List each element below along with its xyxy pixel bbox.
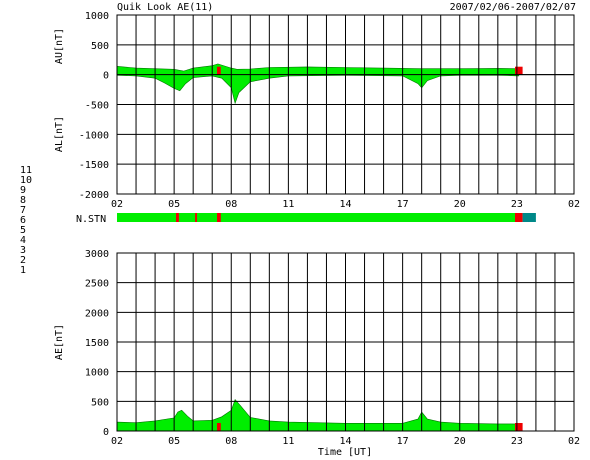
station-legend-10: 10 — [20, 175, 32, 186]
station-count-ok — [117, 213, 519, 222]
station-legend-5: 5 — [20, 225, 26, 236]
ae-x-tick-label: 11 — [282, 436, 294, 447]
ae-y-tick-label: 2500 — [85, 279, 109, 290]
au-al-x-tick-label: 08 — [225, 199, 237, 210]
station-legend-6: 6 — [20, 215, 26, 226]
au-al-x-tick-label: 23 — [511, 199, 523, 210]
ae-x-tick-label: 08 — [225, 436, 237, 447]
chart-title: Quik Look AE(11) — [117, 2, 213, 13]
au-al-x-tick-label: 11 — [282, 199, 294, 210]
station-count-missing-0 — [176, 213, 179, 222]
ae-y-tick-label: 500 — [91, 397, 109, 408]
au-al-x-tick-label: 17 — [397, 199, 409, 210]
date-range: 2007/02/06-2007/02/07 — [450, 2, 576, 13]
ae-plot — [116, 252, 575, 432]
ae-y-tick-label: 1000 — [85, 368, 109, 379]
station-legend-2: 2 — [20, 255, 26, 266]
station-legend-7: 7 — [20, 205, 26, 216]
ae-x-tick-label: 05 — [168, 436, 180, 447]
au-al-y-tick-label: 0 — [103, 71, 109, 82]
ae-x-tick-label: 02 — [568, 436, 580, 447]
ae-x-ticks: 02 05 08 11 14 17 20 23 02 — [111, 436, 580, 447]
station-legend-11: 11 — [20, 165, 32, 176]
station-count-extra-0 — [522, 213, 536, 222]
au-al-y-tick-label: 1000 — [85, 11, 109, 22]
au-al-missing-0 — [217, 66, 221, 75]
ae-panel: 0 500 1000 1500 2000 2500 3000 02 05 08 11 14 17 20 2… — [54, 249, 580, 458]
au-al-missing-1 — [515, 66, 523, 75]
station-legend-9: 9 — [20, 185, 26, 196]
au-al-y-ticks: -2000 -1500 -1000 -500 0 500 1000 — [79, 11, 109, 201]
au-axis-label: AU[nT] — [54, 28, 65, 64]
ae-missing-0 — [217, 423, 221, 431]
station-count-missing-1 — [195, 213, 197, 222]
ae-x-tick-label: 17 — [397, 436, 409, 447]
au-al-plot — [116, 14, 575, 195]
ae-series-0 — [116, 399, 520, 432]
station-count-panel: N.STN — [76, 213, 536, 225]
au-al-y-tick-label: -1500 — [79, 160, 109, 171]
au-al-y-tick-label: -500 — [85, 101, 109, 112]
au-al-panel: -2000 -1500 -1000 -500 0 500 1000 02 05 08 11 14 17… — [54, 11, 580, 210]
ae-axis-label: AE[nT] — [54, 324, 65, 360]
station-count-missing-2 — [217, 213, 221, 222]
time-axis-label: Time [UT] — [318, 447, 372, 458]
station-count-bar — [117, 213, 536, 222]
au-al-y-tick-label: -2000 — [79, 190, 109, 201]
ae-y-tick-label: 0 — [103, 427, 109, 438]
ae-x-tick-label: 23 — [511, 436, 523, 447]
au-al-x-ticks: 02 05 08 11 14 17 20 23 02 — [111, 199, 580, 210]
au-al-series-1 — [116, 74, 520, 105]
ae-x-tick-label: 14 — [339, 436, 351, 447]
au-al-frame — [116, 14, 575, 195]
station-legend-1: 1 — [20, 265, 26, 276]
ae-frame — [116, 252, 575, 432]
au-al-y-tick-label: 500 — [91, 41, 109, 52]
au-al-x-tick-label: 02 — [568, 199, 580, 210]
station-legend-3: 3 — [20, 245, 26, 256]
station-legend-8: 8 — [20, 195, 26, 206]
nstn-label: N.STN — [76, 214, 106, 225]
au-al-series-0 — [116, 63, 520, 75]
ae-x-tick-label: 20 — [454, 436, 466, 447]
au-al-x-tick-label: 05 — [168, 199, 180, 210]
al-axis-label: AL[nT] — [54, 116, 65, 152]
au-al-y-tick-label: -1000 — [79, 130, 109, 141]
au-al-x-tick-label: 20 — [454, 199, 466, 210]
station-count-missing-3 — [515, 213, 523, 222]
ae-y-tick-label: 3000 — [85, 249, 109, 260]
au-al-x-tick-label: 02 — [111, 199, 123, 210]
station-legend-4: 4 — [20, 235, 26, 246]
ae-y-tick-label: 2000 — [85, 308, 109, 319]
ae-y-ticks: 0 500 1000 1500 2000 2500 3000 — [85, 249, 109, 438]
au-al-x-tick-label: 14 — [339, 199, 351, 210]
ae-missing-1 — [515, 423, 523, 431]
ae-y-tick-label: 1500 — [85, 338, 109, 349]
station-legend: 11 10 9 8 7 6 5 4 3 2 1 — [20, 165, 32, 276]
ae-x-tick-label: 02 — [111, 436, 123, 447]
